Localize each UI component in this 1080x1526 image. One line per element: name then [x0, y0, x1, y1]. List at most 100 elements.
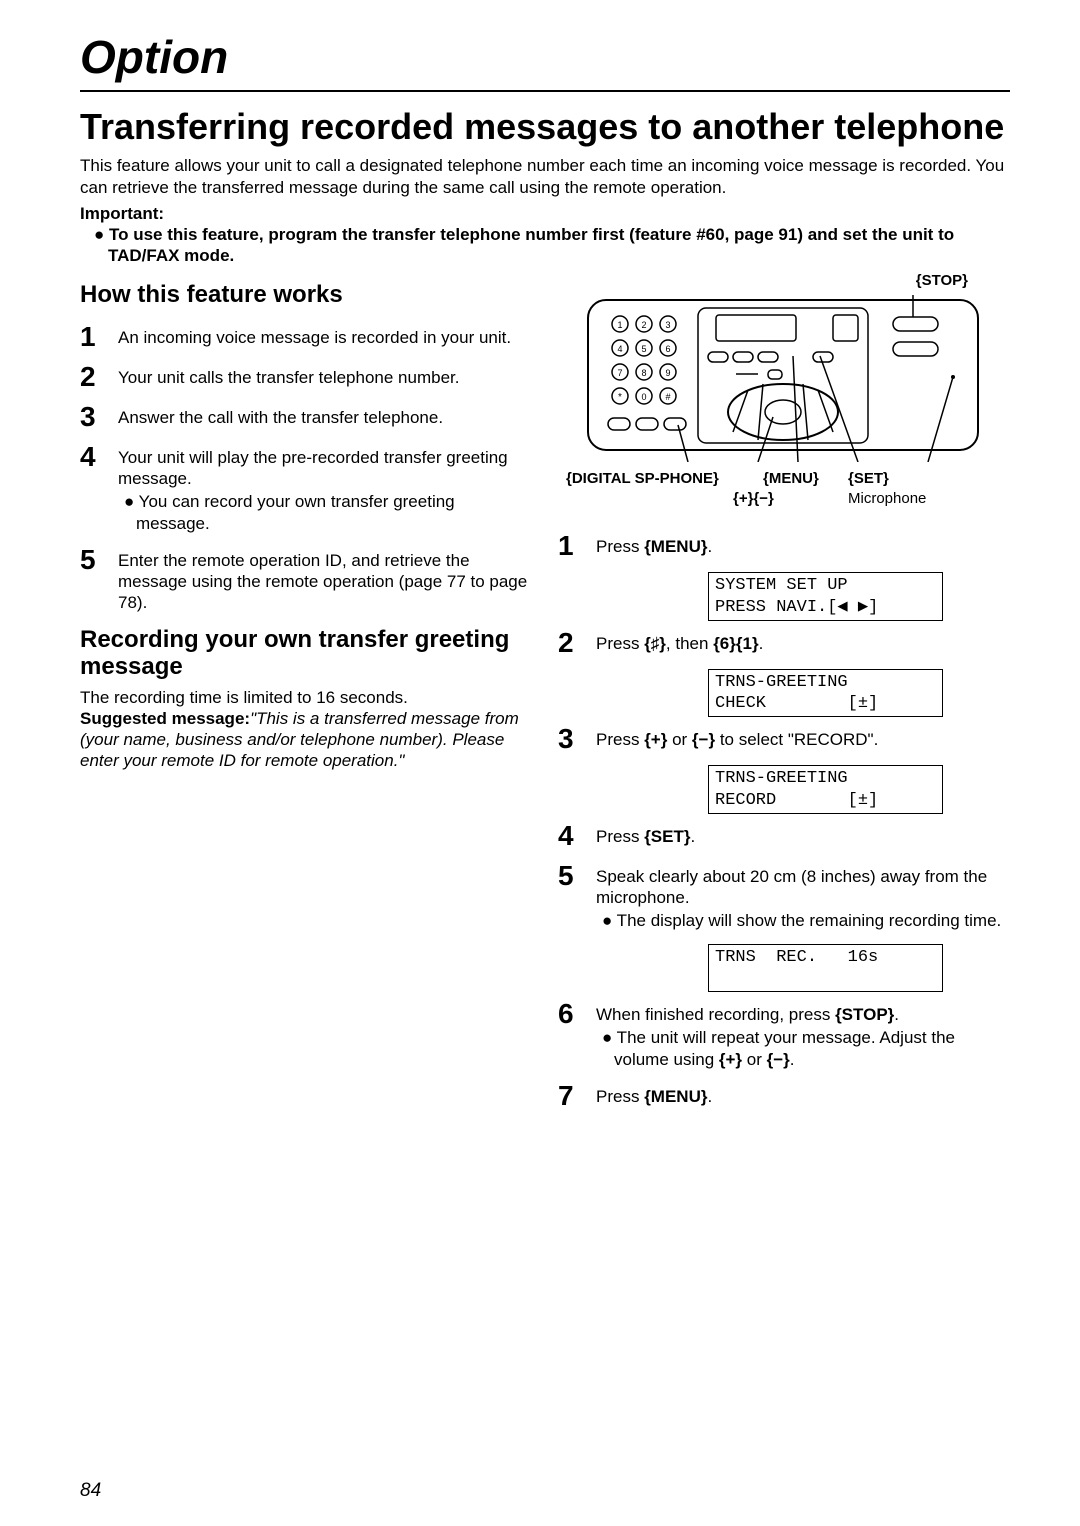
how-works-heading: How this feature works: [80, 282, 530, 308]
step-text: Your unit calls the transfer telephone n…: [118, 363, 530, 388]
suggested-message: Suggested message:"This is a transferred…: [80, 708, 530, 772]
step-number: 2: [558, 629, 580, 657]
t-post: .: [707, 537, 712, 556]
step-number: 5: [80, 546, 102, 574]
left-step-2: 2 Your unit calls the transfer telephone…: [80, 363, 530, 391]
step-text: Press {+} or {−} to select "RECORD".: [596, 725, 1008, 750]
step-sub: ● You can record your own transfer greet…: [118, 491, 530, 534]
svg-text:#: #: [665, 392, 670, 402]
device-diagram: {STOP} 1 2 3 4 5 6: [558, 282, 1008, 502]
svg-text:3: 3: [665, 320, 670, 330]
svg-text:9: 9: [665, 368, 670, 378]
step-text: When finished recording, press {STOP}. ●…: [596, 1000, 1008, 1070]
t-pre: Press: [596, 827, 644, 846]
step-number: 1: [558, 532, 580, 560]
title-rule: [80, 90, 1010, 92]
step-text: Enter the remote operation ID, and retri…: [118, 546, 530, 614]
t-bold: {MENU}: [644, 537, 707, 556]
t-bold: {♯}: [644, 634, 666, 653]
svg-text:6: 6: [665, 344, 670, 354]
page-number: 84: [80, 1480, 101, 1502]
important-bullet: ● To use this feature, program the trans…: [80, 224, 1010, 267]
step-number: 2: [80, 363, 102, 391]
t-bold: {STOP}: [835, 1005, 894, 1024]
t-pre: Press: [596, 537, 644, 556]
label-digital-sp-phone: {DIGITAL SP-PHONE}: [566, 470, 719, 487]
t-bold2: {6}{1}: [713, 634, 758, 653]
important-label: Important:: [80, 204, 1010, 224]
step-text: Answer the call with the transfer teleph…: [118, 403, 530, 428]
step-text: Speak clearly about 20 cm (8 inches) awa…: [596, 862, 1008, 932]
svg-text:*: *: [618, 392, 622, 403]
t-post: .: [690, 827, 695, 846]
recording-limit: The recording time is limited to 16 seco…: [80, 687, 530, 708]
step-text: Your unit will play the pre-recorded tra…: [118, 443, 530, 534]
device-svg: 1 2 3 4 5 6 7 8 9 * 0 #: [558, 282, 1008, 462]
step-text: An incoming voice message is recorded in…: [118, 323, 530, 348]
t-bold: {SET}: [644, 827, 690, 846]
t-pre: Press: [596, 634, 644, 653]
step-number: 4: [558, 822, 580, 850]
t-pre: Press: [596, 1087, 644, 1106]
step-number: 5: [558, 862, 580, 890]
label-microphone: Microphone: [848, 490, 926, 507]
right-step-2: 2 Press {♯}, then {6}{1}.: [558, 629, 1008, 657]
svg-text:4: 4: [617, 344, 622, 354]
step-main: Your unit will play the pre-recorded tra…: [118, 448, 508, 488]
t-bold2: {−}: [692, 730, 715, 749]
sub-bold2: {−}: [767, 1050, 790, 1069]
step-sub: ● The display will show the remaining re…: [596, 910, 1008, 931]
display-1: SYSTEM SET UP PRESS NAVI.[◀ ▶]: [708, 572, 943, 621]
left-step-4: 4 Your unit will play the pre-recorded t…: [80, 443, 530, 534]
t-post: .: [707, 1087, 712, 1106]
t-pre: When finished recording, press: [596, 1005, 835, 1024]
display-5: TRNS REC. 16s: [708, 944, 943, 993]
step-number: 6: [558, 1000, 580, 1028]
display-2: TRNS-GREETING CHECK [±]: [708, 669, 943, 718]
svg-text:0: 0: [641, 392, 646, 402]
right-step-3: 3 Press {+} or {−} to select "RECORD".: [558, 725, 1008, 753]
left-step-1: 1 An incoming voice message is recorded …: [80, 323, 530, 351]
t-post: .: [894, 1005, 899, 1024]
step-number: 4: [80, 443, 102, 471]
svg-text:8: 8: [641, 368, 646, 378]
label-stop: {STOP}: [916, 272, 968, 289]
t-bold: {+}: [644, 730, 667, 749]
step-text: Press {SET}.: [596, 822, 1008, 847]
sub-bold1: {+}: [719, 1050, 742, 1069]
right-step-7: 7 Press {MENU}.: [558, 1082, 1008, 1110]
svg-text:7: 7: [617, 368, 622, 378]
label-plus-minus: {+}{−}: [733, 490, 774, 507]
step-number: 3: [558, 725, 580, 753]
label-menu: {MENU}: [763, 470, 819, 487]
right-step-1: 1 Press {MENU}.: [558, 532, 1008, 560]
step-text: Press {MENU}.: [596, 1082, 1008, 1107]
svg-text:1: 1: [617, 320, 622, 330]
t-pre: Press: [596, 730, 644, 749]
suggested-label: Suggested message:: [80, 709, 250, 728]
right-column: {STOP} 1 2 3 4 5 6: [558, 282, 1008, 1122]
step-main: Speak clearly about 20 cm (8 inches) awa…: [596, 867, 987, 907]
step-number: 7: [558, 1082, 580, 1110]
recording-heading: Recording your own transfer greeting mes…: [80, 626, 530, 681]
step-text: Press {♯}, then {6}{1}.: [596, 629, 1008, 654]
step-number: 1: [80, 323, 102, 351]
t-mid: or: [667, 730, 692, 749]
step-number: 3: [80, 403, 102, 431]
label-set: {SET}: [848, 470, 889, 487]
t-mid: , then: [666, 634, 713, 653]
step-sub: ● The unit will repeat your message. Adj…: [596, 1027, 1008, 1070]
section-heading: Transferring recorded messages to anothe…: [80, 106, 1010, 147]
right-step-5: 5 Speak clearly about 20 cm (8 inches) a…: [558, 862, 1008, 932]
t-post: to select "RECORD".: [715, 730, 878, 749]
right-step-6: 6 When finished recording, press {STOP}.…: [558, 1000, 1008, 1070]
chapter-title: Option: [80, 30, 1010, 84]
left-step-3: 3 Answer the call with the transfer tele…: [80, 403, 530, 431]
intro-text: This feature allows your unit to call a …: [80, 155, 1010, 198]
t-post: .: [759, 634, 764, 653]
right-step-4: 4 Press {SET}.: [558, 822, 1008, 850]
t-bold: {MENU}: [644, 1087, 707, 1106]
left-step-5: 5 Enter the remote operation ID, and ret…: [80, 546, 530, 614]
svg-text:5: 5: [641, 344, 646, 354]
left-column: How this feature works 1 An incoming voi…: [80, 282, 530, 1122]
